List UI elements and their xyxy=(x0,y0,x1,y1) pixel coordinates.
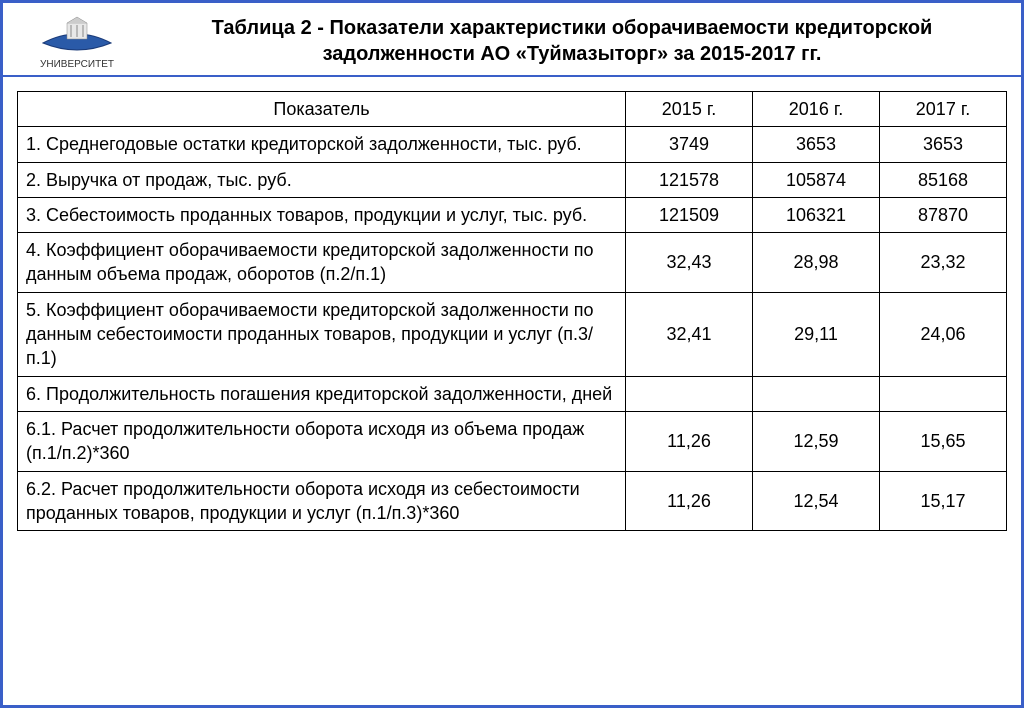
col-header-2016: 2016 г. xyxy=(753,92,880,127)
cell-value: 11,26 xyxy=(626,471,753,531)
cell-value: 85168 xyxy=(880,162,1007,197)
content-area: Показатель 2015 г. 2016 г. 2017 г. 1. Ср… xyxy=(3,77,1021,531)
table-row: 4. Коэффициент оборачиваемости кредиторс… xyxy=(18,233,1007,293)
indicators-table: Показатель 2015 г. 2016 г. 2017 г. 1. Ср… xyxy=(17,91,1007,531)
title-rest: - Показатели характеристики оборачиваемо… xyxy=(312,17,933,65)
cell-value: 106321 xyxy=(753,197,880,232)
table-row: 5. Коэффициент оборачиваемости кредиторс… xyxy=(18,292,1007,376)
col-header-2015: 2015 г. xyxy=(626,92,753,127)
cell-value: 29,11 xyxy=(753,292,880,376)
row-label: 6.2. Расчет продолжительности оборота ис… xyxy=(18,471,626,531)
cell-value xyxy=(626,376,753,411)
cell-value: 121509 xyxy=(626,197,753,232)
logo-caption: УНИВЕРСИТЕТ xyxy=(40,59,114,70)
cell-value: 3653 xyxy=(880,127,1007,162)
row-label: 6.1. Расчет продолжительности оборота ис… xyxy=(18,411,626,471)
cell-value: 12,59 xyxy=(753,411,880,471)
table-header-row: Показатель 2015 г. 2016 г. 2017 г. xyxy=(18,92,1007,127)
table-row: 6.1. Расчет продолжительности оборота ис… xyxy=(18,411,1007,471)
logo-emblem xyxy=(37,13,117,57)
row-label: 1. Среднегодовые остатки кредиторской за… xyxy=(18,127,626,162)
cell-value: 15,65 xyxy=(880,411,1007,471)
table-row: 6.2. Расчет продолжительности оборота ис… xyxy=(18,471,1007,531)
cell-value: 121578 xyxy=(626,162,753,197)
col-header-indicator: Показатель xyxy=(18,92,626,127)
university-logo: УНИВЕРСИТЕТ xyxy=(17,13,137,70)
row-label: 4. Коэффициент оборачиваемости кредиторс… xyxy=(18,233,626,293)
cell-value: 11,26 xyxy=(626,411,753,471)
cell-value: 24,06 xyxy=(880,292,1007,376)
row-label: 6. Продолжительность погашения кредиторс… xyxy=(18,376,626,411)
cell-value xyxy=(880,376,1007,411)
table-row: 1. Среднегодовые остатки кредиторской за… xyxy=(18,127,1007,162)
cell-value: 3749 xyxy=(626,127,753,162)
title-prefix: Таблица 2 xyxy=(212,17,312,39)
cell-value: 15,17 xyxy=(880,471,1007,531)
row-label: 3. Себестоимость проданных товаров, прод… xyxy=(18,197,626,232)
row-label: 2. Выручка от продаж, тыс. руб. xyxy=(18,162,626,197)
cell-value: 12,54 xyxy=(753,471,880,531)
col-header-2017: 2017 г. xyxy=(880,92,1007,127)
slide-header: УНИВЕРСИТЕТ Таблица 2 - Показатели харак… xyxy=(3,3,1021,77)
cell-value: 32,43 xyxy=(626,233,753,293)
table-row: 6. Продолжительность погашения кредиторс… xyxy=(18,376,1007,411)
table-row: 2. Выручка от продаж, тыс. руб. 121578 1… xyxy=(18,162,1007,197)
cell-value: 3653 xyxy=(753,127,880,162)
cell-value: 23,32 xyxy=(880,233,1007,293)
row-label: 5. Коэффициент оборачиваемости кредиторс… xyxy=(18,292,626,376)
table-row: 3. Себестоимость проданных товаров, прод… xyxy=(18,197,1007,232)
cell-value xyxy=(753,376,880,411)
cell-value: 28,98 xyxy=(753,233,880,293)
slide-title: Таблица 2 - Показатели характеристики об… xyxy=(137,11,1007,71)
cell-value: 105874 xyxy=(753,162,880,197)
cell-value: 87870 xyxy=(880,197,1007,232)
table-body: 1. Среднегодовые остатки кредиторской за… xyxy=(18,127,1007,531)
cell-value: 32,41 xyxy=(626,292,753,376)
